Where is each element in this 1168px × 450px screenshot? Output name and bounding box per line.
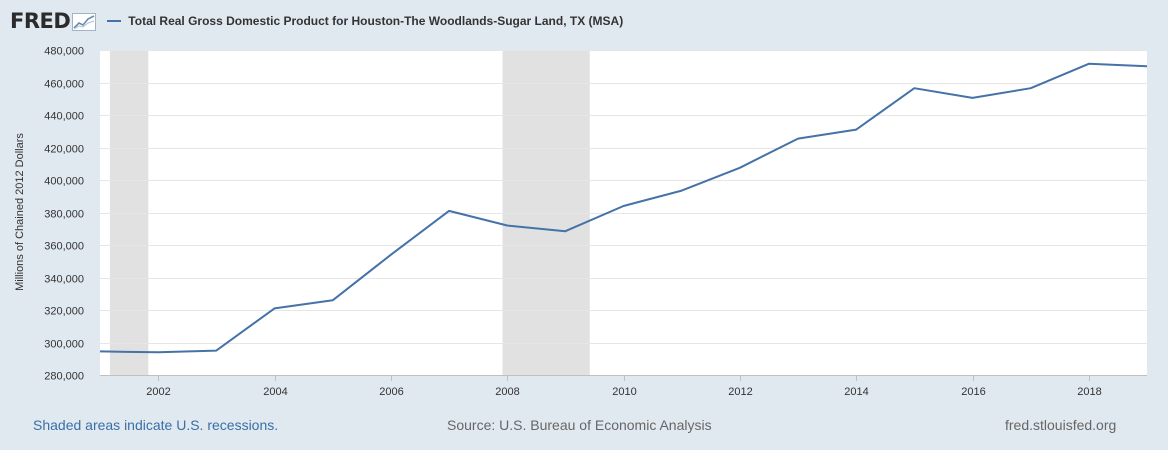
- y-axis-ticks: 280,000 300,000 320,000 340,000 360,000 380,0…: [44, 46, 84, 383]
- chart-header: FRED Total Real Gross Domestic Product f…: [10, 7, 623, 35]
- recession-band: [109, 50, 149, 375]
- y-tick-label: 400,000: [44, 176, 84, 188]
- y-tick-label: 280,000: [44, 371, 84, 383]
- legend-label: Total Real Gross Domestic Product for Ho…: [128, 14, 624, 28]
- y-tick-label: 380,000: [44, 209, 84, 221]
- x-tick-label: 2004: [263, 386, 287, 398]
- series-line[interactable]: [99, 62, 1148, 354]
- source-note: Source: U.S. Bureau of Economic Analysis: [447, 417, 712, 433]
- y-tick-label: 300,000: [44, 339, 84, 351]
- y-tick-label: 460,000: [44, 79, 84, 91]
- x-tick-label: 2018: [1077, 386, 1101, 398]
- recession-note: Shaded areas indicate U.S. recessions.: [33, 417, 279, 433]
- x-tick-label: 2006: [379, 386, 403, 398]
- x-tick-label: 2012: [728, 386, 752, 398]
- x-tick-label: 2014: [844, 386, 868, 398]
- y-axis-title: Millions of Chained 2012 Dollars: [14, 133, 26, 291]
- x-tick-label: 2002: [146, 386, 170, 398]
- chart-legend: Total Real Gross Domestic Product for Ho…: [107, 14, 623, 28]
- recession-shading: [109, 50, 590, 375]
- y-tick-label: 480,000: [44, 46, 84, 58]
- x-tick-label: 2016: [961, 386, 985, 398]
- line-graph-icon: [72, 13, 97, 31]
- plot-area: [100, 50, 1147, 375]
- y-tick-label: 420,000: [44, 144, 84, 156]
- grid-lines: [100, 50, 1147, 344]
- y-tick-label: 320,000: [44, 306, 84, 318]
- x-axis-ticks: 2002 2004 2006 2008 2010 2012 2014 2016 2018: [146, 375, 1102, 398]
- y-tick-label: 440,000: [44, 111, 84, 123]
- fred-logo[interactable]: FRED: [10, 9, 97, 33]
- legend-swatch: [107, 20, 122, 22]
- x-tick-label: 2008: [495, 386, 519, 398]
- fred-logo-text: FRED: [10, 9, 71, 33]
- series-layer[interactable]: [99, 62, 1148, 354]
- y-tick-label: 360,000: [44, 241, 84, 253]
- recession-band: [502, 50, 590, 375]
- y-tick-label: 340,000: [44, 274, 84, 286]
- x-tick-label: 2010: [612, 386, 636, 398]
- site-link[interactable]: fred.stlouisfed.org: [1005, 417, 1117, 433]
